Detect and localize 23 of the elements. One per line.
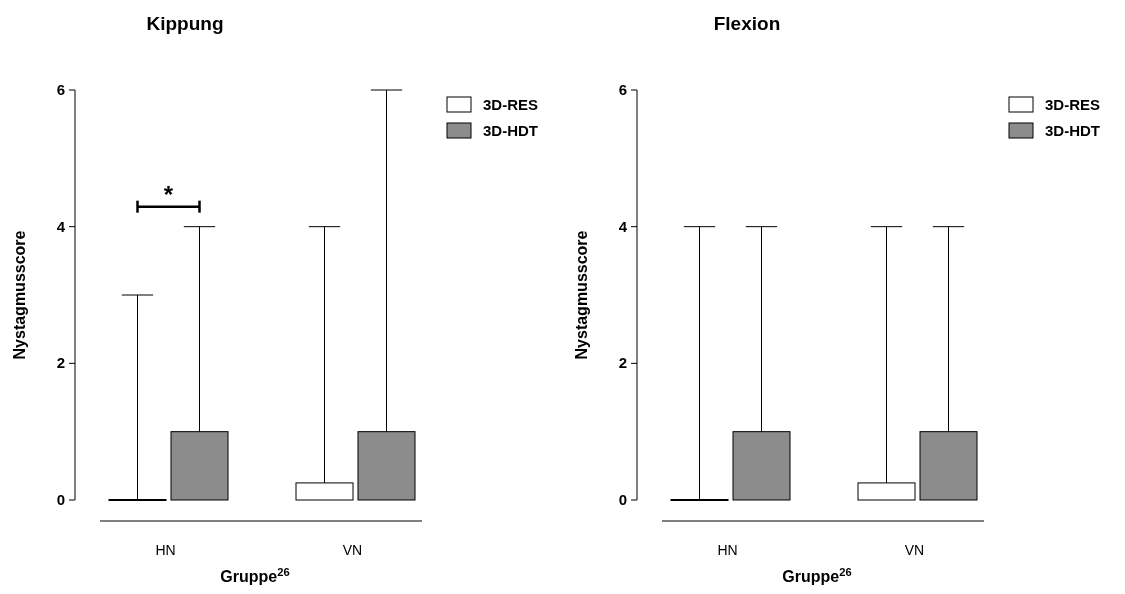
annotation: * [163,180,174,208]
x-tick-label: HN [717,542,738,558]
y-axis-title: Nystagmusscore [573,230,590,360]
x-axis-title: Gruppe$^{26}$ [782,566,852,585]
y-tick-label: 2 [56,354,65,372]
x-tick-label: VN [904,542,925,558]
x-tick-label: VN [342,542,363,558]
x-axis-title: Gruppe$^{26}$ [220,566,290,585]
x-tick-label: HN [155,542,176,558]
chart-title: Kippung [146,13,224,34]
y-tick-label: 4 [618,217,628,235]
legend-label: 3D-RES [1045,96,1101,113]
chart-title: Flexion [713,13,781,34]
legend-label: 3D-RES [483,96,539,113]
y-tick-label: 0 [56,491,65,508]
y-tick-label: 2 [618,354,627,372]
y-tick-label: 4 [56,217,66,235]
y-axis-title: Nystagmusscore [11,230,28,360]
y-tick-label: 0 [618,491,627,508]
legend-label: 3D-HDT [1045,122,1100,139]
y-tick-label: 6 [618,81,627,98]
legend-label: 3D-HDT [483,122,538,139]
y-tick-label: 6 [56,81,65,98]
